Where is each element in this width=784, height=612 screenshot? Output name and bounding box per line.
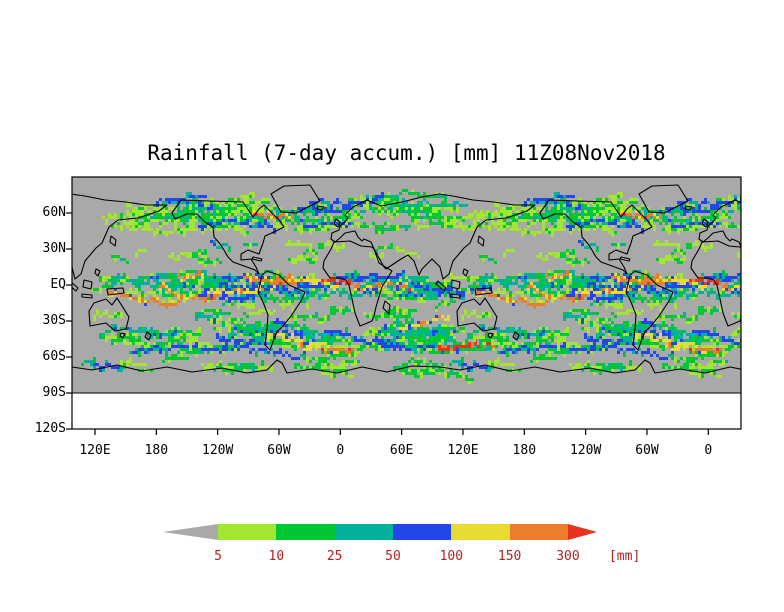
lon-tick-label: 0 xyxy=(704,443,713,458)
coastlines xyxy=(72,184,741,374)
colorbar-segment xyxy=(276,524,335,540)
coastline-australia xyxy=(456,297,498,332)
coastline-newguinea xyxy=(474,287,493,296)
plot-title: Rainfall (7-day accum.) [mm] 11Z08Nov201… xyxy=(147,141,666,165)
lat-tick-label: 120S xyxy=(34,421,66,436)
coastline-greenland xyxy=(270,184,321,214)
colorbar-tick-label: 300 xyxy=(556,549,580,564)
coastline-philippines xyxy=(462,268,469,277)
lon-tick-label: 60W xyxy=(635,443,659,458)
axis-ticks xyxy=(66,212,709,435)
coastline-britain xyxy=(333,218,341,228)
lat-tick-label: 30N xyxy=(42,241,66,256)
coastline-sumatra xyxy=(435,280,447,292)
colorbar-tick-label: 150 xyxy=(497,549,522,564)
colorbar-above-max-arrow xyxy=(567,524,597,540)
lat-tick-label: 90S xyxy=(42,385,66,400)
coastline-tasmania xyxy=(487,332,494,339)
colorbar-segment xyxy=(451,524,510,540)
coastline-iceland xyxy=(316,205,325,211)
colorbar-below-min-arrow xyxy=(163,524,218,540)
coastline-java xyxy=(449,293,461,299)
colorbar-unit-label: [mm] xyxy=(608,549,641,564)
colorbar-segment xyxy=(509,524,568,540)
lon-tick-label: 60W xyxy=(267,443,291,458)
colorbar-tick-label: 10 xyxy=(268,549,285,564)
lon-tick-label: 60E xyxy=(389,443,414,458)
lon-tick-label: 180 xyxy=(144,443,169,458)
coastline-south_america xyxy=(257,270,306,351)
lon-tick-label: 120E xyxy=(447,443,479,458)
colorbar-segment xyxy=(334,524,393,540)
coastline-africa xyxy=(322,240,393,327)
lat-tick-label: 60N xyxy=(42,205,66,220)
coastline-madagascar xyxy=(382,300,391,315)
world-map xyxy=(66,176,742,435)
coastline-antarctica xyxy=(72,359,441,374)
lon-tick-label: 120E xyxy=(79,443,111,458)
lon-tick-label: 120W xyxy=(202,443,234,458)
coastline-japan xyxy=(477,235,485,247)
lat-tick-label: EQ xyxy=(50,277,66,292)
colorbar-segment xyxy=(218,524,277,540)
coastline-newzealand xyxy=(512,331,520,341)
colorbar-tick-label: 100 xyxy=(439,549,464,564)
colorbar-tick-label: 5 xyxy=(214,549,222,564)
lon-tick-label: 0 xyxy=(336,443,345,458)
lon-tick-label: 180 xyxy=(512,443,537,458)
coastline-eurasia xyxy=(330,193,536,280)
colorbar-tick-label: 50 xyxy=(385,549,401,564)
coastline-cuba xyxy=(251,256,263,262)
lat-tick-label: 60S xyxy=(42,349,66,364)
coastline-borneo xyxy=(450,279,461,290)
colorbar-legend: 5 10 25 50 100 150 300 [mm] xyxy=(163,524,643,568)
colorbar-segment xyxy=(392,524,452,540)
coastline-north_america xyxy=(171,199,285,275)
colorbar-tick-label: 25 xyxy=(326,549,343,564)
lon-tick-label: 120W xyxy=(569,443,602,458)
lat-tick-label: 30S xyxy=(42,313,66,328)
plot-frame xyxy=(71,176,742,430)
